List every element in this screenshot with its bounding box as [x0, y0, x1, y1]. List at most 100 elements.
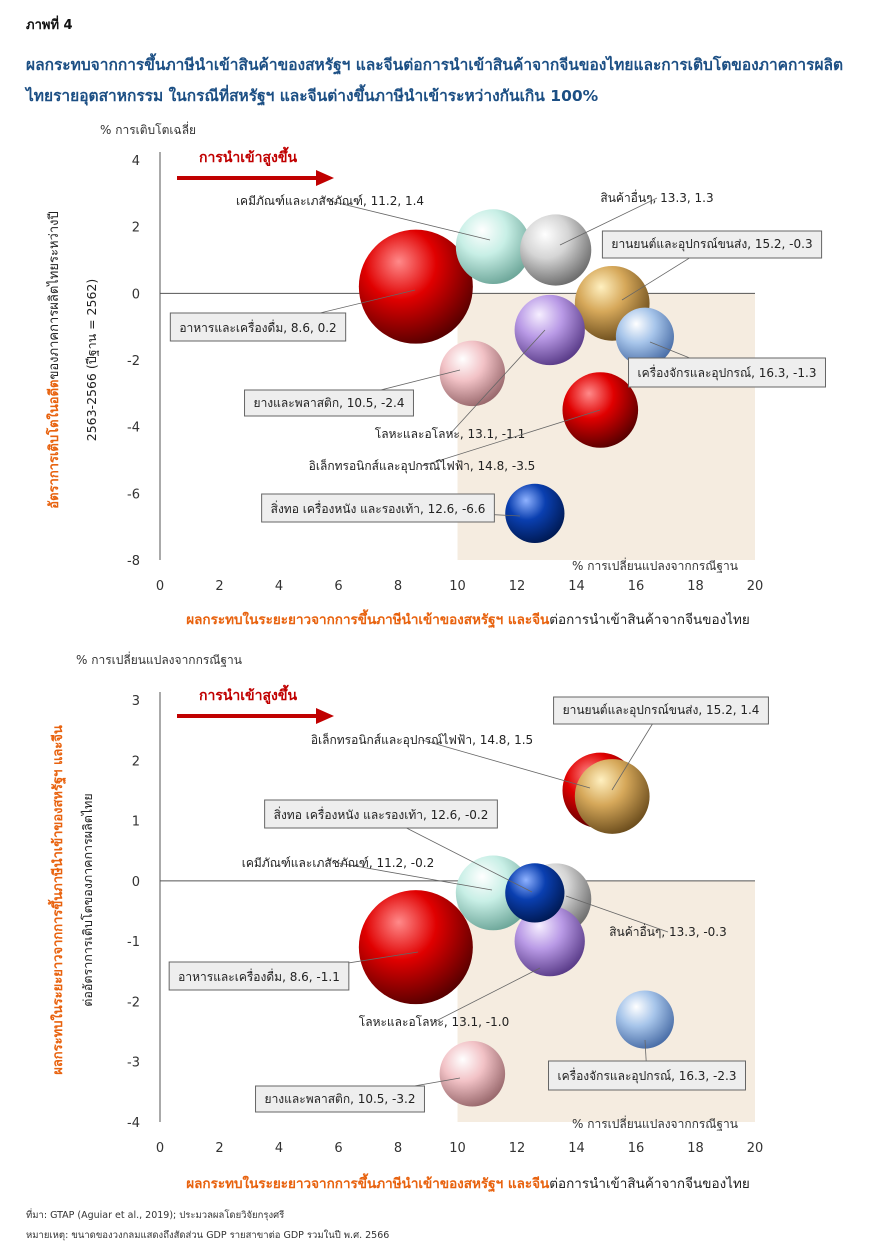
- data-label: อาหารและเครื่องดื่ม, 8.6, -1.1: [178, 968, 340, 984]
- x-tick-label: 2: [215, 579, 223, 594]
- data-label-group: อาหารและเครื่องดื่ม, 8.6, -1.1: [168, 951, 419, 991]
- data-label-group: อิเล็กทรอนิกส์และอุปกรณ์ไฟฟ้า, 14.8, 1.5: [311, 732, 591, 789]
- data-label-box: [244, 389, 414, 417]
- y-tick-label: -3: [127, 1056, 140, 1071]
- x-tick-label: 14: [568, 579, 585, 594]
- chart-top-svg: 420-2-4-6-80 2 4 6 8 10 12 14 16 18 20% การเติบโตเ…: [45, 121, 826, 629]
- data-label-box: [264, 799, 498, 829]
- y-axis-title-rest: ของภาคการผลิตไทยระหว่างปี: [46, 211, 62, 379]
- y-axis-title-accent: อัตราการเติบโตในอดีต: [45, 380, 62, 509]
- x-axis-title: ผลกระทบในระยะยาวจากการขึ้นภาษีนำเข้าของส…: [186, 1173, 750, 1193]
- data-label-group: ยางและพลาสติก, 10.5, -3.2: [255, 1077, 461, 1113]
- data-label-group: เครื่องจักรและอุปกรณ์, 16.3, -2.3: [548, 1039, 746, 1091]
- data-label: อาหารและเครื่องดื่ม, 8.6, 0.2: [179, 319, 336, 335]
- data-label: อิเล็กทรอนิกส์และอุปกรณ์ไฟฟ้า, 14.8, -3.…: [309, 458, 536, 474]
- x-tick-label: 18: [687, 1141, 704, 1156]
- x-tick-label: 8: [394, 1141, 402, 1156]
- bubble-point: [439, 340, 506, 407]
- y-axis-title: อัตราการเติบโตในอดีตของภาคการผลิตไทยระหว…: [45, 211, 62, 508]
- bubble-point: [562, 372, 639, 448]
- figure-label: ภาพที่ 4: [26, 18, 73, 33]
- y-tick-label: 0: [132, 287, 140, 302]
- bubble-point: [615, 990, 674, 1049]
- data-label-box: [168, 961, 350, 991]
- data-label-group: โลหะและอโลหะ, 13.1, -1.1: [375, 329, 546, 441]
- data-label: เคมีภัณฑ์และเภสัชภัณฑ์, 11.2, 1.4: [236, 194, 424, 208]
- data-label-box: [628, 357, 826, 388]
- y-tick-label: -8: [127, 554, 140, 569]
- x-tick-label: 20: [747, 579, 764, 594]
- x-tick-label: 0: [156, 1141, 164, 1156]
- y-tick-label: 3: [132, 694, 140, 709]
- data-label-group: ยานยนต์และอุปกรณ์ขนส่ง, 15.2, -0.3: [601, 230, 823, 301]
- x-tick-label: 14: [568, 1141, 585, 1156]
- y-axis-title: ผลกระทบในระยะยาวจากการขึ้นภาษีนำเข้าของส…: [47, 725, 67, 1075]
- data-label: สินค้าอื่นๆ, 13.3, 1.3: [600, 189, 713, 205]
- data-label-box: [601, 230, 823, 259]
- figure-title: ผลกระทบจากการขึ้นภาษีนำเข้าสินค้าของสหรั…: [26, 56, 844, 105]
- chart-top: 4 2 0 -2 -4 -6 -8 0 2 4 6 8 10 12 14 16 18 20% การเติบโตเ…: [0, 120, 870, 640]
- data-label: สิ่งทอ เครื่องหนัง และรองเท้า, 12.6, -0.…: [274, 806, 489, 822]
- y-axis-title-line2: 2563-2566 (ปีฐาน = 2562): [84, 279, 99, 442]
- x-tick-label: 8: [394, 579, 402, 594]
- y-tick-label: 4: [132, 154, 140, 169]
- bubble-point: [358, 229, 473, 344]
- bubble-point: [505, 863, 565, 923]
- data-label: อิเล็กทรอนิกส์และอุปกรณ์ไฟฟ้า, 14.8, 1.5: [311, 732, 533, 748]
- y-tick-label: 1: [132, 815, 140, 830]
- leader-line: [421, 739, 591, 789]
- data-label: เครื่องจักรและอุปกรณ์, 16.3, -1.3: [638, 364, 817, 381]
- x-tick-label: 6: [334, 579, 342, 594]
- data-label-box: [548, 1060, 746, 1091]
- data-label-group: อาหารและเครื่องดื่ม, 8.6, 0.2: [169, 289, 416, 342]
- bubble-point: [514, 294, 585, 366]
- data-label-group: สิ่งทอ เครื่องหนัง และรองเท้า, 12.6, -0.…: [264, 799, 533, 893]
- bubble-point: [358, 890, 473, 1005]
- x-axis-title-rest: ต่อการนำเข้าสินค้าจากจีนของไทย: [549, 612, 750, 628]
- data-label: ยางและพลาสติก, 10.5, -2.4: [254, 396, 405, 410]
- data-label: ยานยนต์และอุปกรณ์ขนส่ง, 15.2, 1.4: [563, 703, 760, 718]
- chart-bottom: 3 2 1 0 -1 -2 -3 -4 0 2 4 6 8 10 12 14 16 18 20% การเปลี่ย…: [0, 650, 870, 1200]
- x-axis-title-rest: ต่อการนำเข้าสินค้าจากจีนของไทย: [549, 1176, 750, 1192]
- leader-line: [565, 895, 669, 933]
- x-tick-label: 12: [509, 579, 526, 594]
- bubble-point: [439, 1041, 506, 1107]
- bubble-point: [455, 209, 531, 285]
- data-label-group: สิ่งทอ เครื่องหนัง และรองเท้า, 12.6, -6.…: [261, 493, 521, 523]
- x-axis-title-accent: ผลกระทบในระยะยาวจากการขึ้นภาษีนำเข้าของส…: [186, 1173, 550, 1193]
- arrow-label: การนำเข้าสูงขึ้น: [199, 146, 297, 166]
- bubble-point: [505, 483, 565, 543]
- x-tick-label: 20: [747, 1141, 764, 1156]
- data-label-box: [553, 696, 769, 725]
- data-label: ยางและพลาสติก, 10.5, -3.2: [265, 1092, 416, 1106]
- arrow-label: การนำเข้าสูงขึ้น: [199, 684, 297, 704]
- data-label-group: อิเล็กทรอนิกส์และอุปกรณ์ไฟฟ้า, 14.8, -3.…: [309, 409, 601, 474]
- y-tick-label: 2: [132, 221, 140, 236]
- x-tick-label: 2: [215, 1141, 223, 1156]
- x-tick-label: 16: [628, 1141, 645, 1156]
- bubble-point: [615, 307, 674, 366]
- bubble-point: [574, 759, 650, 834]
- footer-source: ที่มา: GTAP (Aguiar et al., 2019); ประมว…: [26, 1210, 285, 1221]
- data-label-group: สินค้าอื่นๆ, 13.3, 1.3: [559, 189, 714, 246]
- x-axis-title-accent: ผลกระทบในระยะยาวจากการขึ้นภาษีนำเข้าของส…: [186, 609, 550, 629]
- y-axis-title-line2: ต่ออัตราการเติบโตของภาคการผลิตไทย: [80, 793, 95, 1006]
- leader-line: [329, 200, 491, 241]
- y-tick-label: -1: [127, 935, 140, 950]
- x-tick-label: 16: [628, 579, 645, 594]
- data-label-box: [255, 1085, 425, 1113]
- unit-label: % การเติบโตเฉลี่ย: [100, 121, 196, 137]
- arrow-head-icon: [316, 708, 334, 724]
- x-tick-label: 0: [156, 579, 164, 594]
- x-axis-title: ผลกระทบในระยะยาวจากการขึ้นภาษีนำเข้าของส…: [186, 609, 750, 629]
- bubble-point: [514, 906, 585, 977]
- data-label-group: ยานยนต์และอุปกรณ์ขนส่ง, 15.2, 1.4: [553, 696, 769, 791]
- data-label-box: [169, 312, 347, 342]
- data-label: โลหะและอโลหะ, 13.1, -1.1: [375, 427, 525, 441]
- data-label-group: เคมีภัณฑ์และเภสัชภัณฑ์, 11.2, 1.4: [236, 194, 491, 241]
- leader-line: [337, 862, 493, 891]
- leader-line: [421, 409, 601, 467]
- y-axis-title-accent: ผลกระทบในระยะยาวจากการขึ้นภาษีนำเข้าของส…: [47, 725, 67, 1075]
- footer-note: หมายเหตุ: ขนาดของวงกลมแสดงถึงสัดส่วน GDP…: [26, 1230, 390, 1241]
